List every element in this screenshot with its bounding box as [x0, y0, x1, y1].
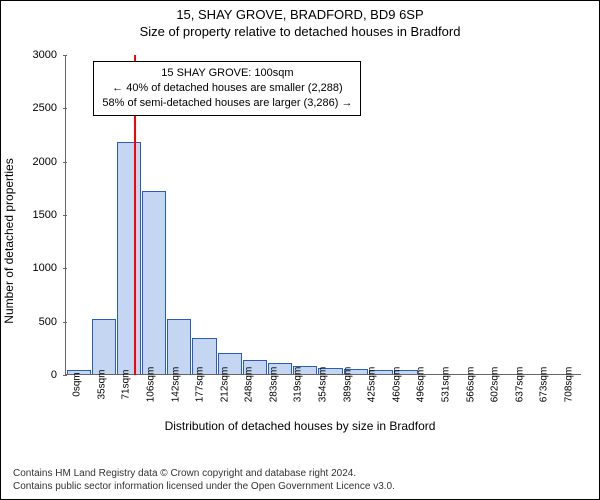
x-tick-label: 425sqm: [367, 367, 378, 403]
x-tick: 0sqm: [65, 377, 90, 421]
x-tick-label: 142sqm: [170, 367, 181, 403]
footer-line-1: Contains HM Land Registry data © Crown c…: [13, 468, 587, 481]
y-ticks: 0 500 1000 1500 2000 2500 3000: [13, 51, 63, 431]
x-tick: 142sqm: [163, 377, 188, 421]
y-tick: 2500: [33, 102, 63, 114]
x-tick: 637sqm: [507, 377, 532, 421]
x-tick: 531sqm: [434, 377, 459, 421]
info-line-3: 58% of semi-detached houses are larger (…: [102, 96, 352, 111]
y-tick: 1500: [33, 209, 63, 221]
x-tick: 496sqm: [409, 377, 434, 421]
x-tick: 35sqm: [90, 377, 115, 421]
y-tick: 500: [39, 316, 63, 328]
x-tick-label: 283sqm: [268, 367, 279, 403]
bar: [142, 191, 166, 374]
x-tick: 319sqm: [286, 377, 311, 421]
x-tick: 460sqm: [385, 377, 410, 421]
x-tick: 106sqm: [139, 377, 164, 421]
x-tick: 708sqm: [557, 377, 582, 421]
x-tick-label: 212sqm: [219, 367, 230, 403]
x-tick-label: 673sqm: [539, 367, 550, 403]
x-tick: 673sqm: [532, 377, 557, 421]
x-axis-label: Distribution of detached houses by size …: [165, 419, 436, 433]
x-tick: 177sqm: [188, 377, 213, 421]
chart-area: Number of detached properties 0500100015…: [13, 51, 587, 431]
footer-line-2: Contains public sector information licen…: [13, 481, 587, 494]
y-tick: 3000: [33, 49, 63, 61]
x-tick: 248sqm: [237, 377, 262, 421]
x-ticks: 0sqm35sqm71sqm106sqm142sqm177sqm212sqm24…: [65, 377, 581, 421]
chart-title-main: 15, SHAY GROVE, BRADFORD, BD9 6SP: [1, 7, 599, 22]
chart-container: 15, SHAY GROVE, BRADFORD, BD9 6SP Size o…: [0, 0, 600, 500]
x-tick-label: 0sqm: [72, 372, 83, 396]
x-tick-label: 354sqm: [318, 367, 329, 403]
x-tick-label: 602sqm: [490, 367, 501, 403]
x-tick-label: 389sqm: [342, 367, 353, 403]
y-tick: 0: [51, 369, 63, 381]
x-tick-label: 177sqm: [195, 367, 206, 403]
x-tick: 283sqm: [262, 377, 287, 421]
x-tick: 212sqm: [212, 377, 237, 421]
x-tick-label: 248sqm: [244, 367, 255, 403]
y-tick: 1000: [33, 262, 63, 274]
x-tick: 71sqm: [114, 377, 139, 421]
x-tick: 354sqm: [311, 377, 336, 421]
chart-title-sub: Size of property relative to detached ho…: [1, 24, 599, 39]
x-tick: 425sqm: [360, 377, 385, 421]
x-tick-label: 566sqm: [465, 367, 476, 403]
x-tick: 566sqm: [458, 377, 483, 421]
x-tick-label: 708sqm: [563, 367, 574, 403]
y-tick: 2000: [33, 156, 63, 168]
info-box: 15 SHAY GROVE: 100sqm ← 40% of detached …: [93, 61, 361, 116]
x-tick-label: 319sqm: [293, 367, 304, 403]
x-tick: 602sqm: [483, 377, 508, 421]
info-line-1: 15 SHAY GROVE: 100sqm: [102, 66, 352, 81]
x-tick-label: 35sqm: [96, 369, 107, 399]
x-tick: 389sqm: [335, 377, 360, 421]
x-tick-label: 496sqm: [416, 367, 427, 403]
plot-area: 15 SHAY GROVE: 100sqm ← 40% of detached …: [65, 55, 581, 375]
info-line-2: ← 40% of detached houses are smaller (2,…: [102, 81, 352, 96]
x-tick-label: 106sqm: [146, 367, 157, 403]
x-tick-label: 637sqm: [514, 367, 525, 403]
bar: [167, 319, 191, 374]
x-tick-label: 71sqm: [121, 369, 132, 399]
x-tick-label: 460sqm: [391, 367, 402, 403]
bar: [92, 319, 116, 374]
bar: [117, 142, 141, 374]
x-tick-label: 531sqm: [440, 367, 451, 403]
footer-attribution: Contains HM Land Registry data © Crown c…: [13, 468, 587, 493]
